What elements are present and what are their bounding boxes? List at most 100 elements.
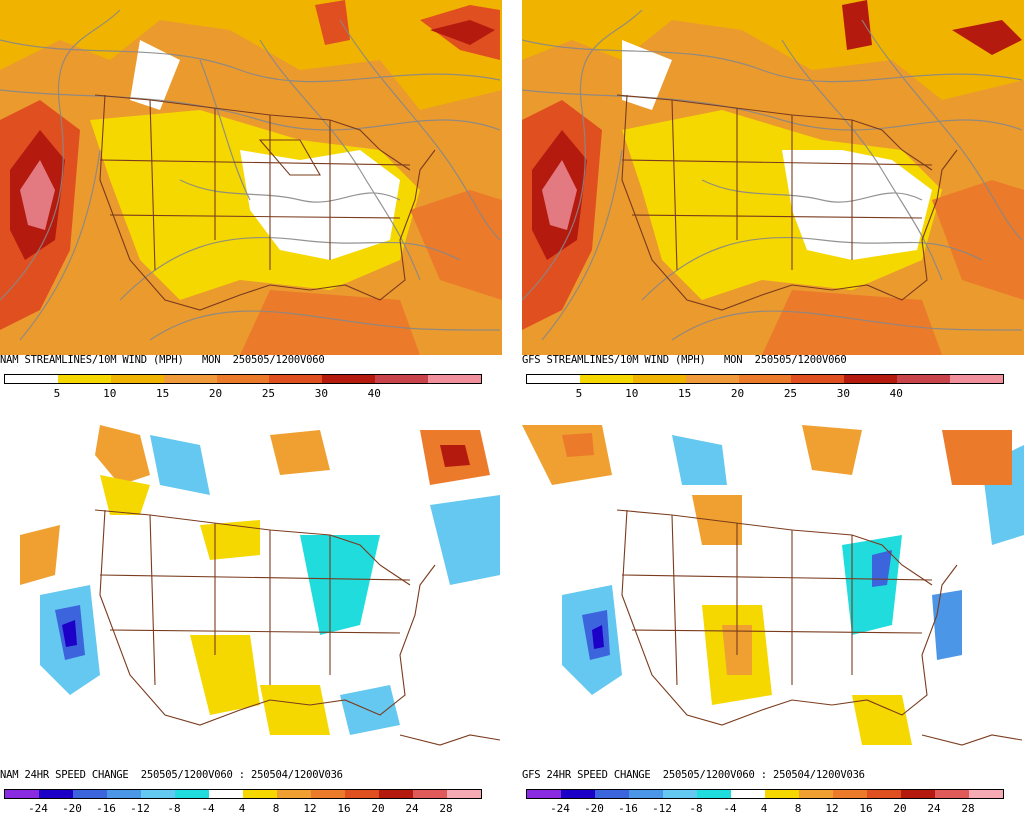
- colorbar-tick-label: 16: [337, 802, 351, 815]
- colorbar-cell: [844, 375, 898, 383]
- colorbar-cell: [110, 375, 164, 383]
- colorbar-cell: [969, 790, 1003, 798]
- colorbar-tick-label: 15: [156, 387, 170, 400]
- colorbar-cell: [107, 790, 141, 798]
- colorbar-cell: [243, 790, 277, 798]
- colorbar-tick-label: -4: [723, 802, 737, 815]
- colorbar-cell: [163, 375, 217, 383]
- colorbar-cell: [5, 790, 39, 798]
- colorbar-tick-label: 24: [405, 802, 419, 815]
- nam-wind-title: NAM STREAMLINES/10M WIND (MPH) MON 25050…: [0, 354, 325, 366]
- nam-wind-panel: NAM STREAMLINES/10M WIND (MPH) MON 25050…: [0, 0, 502, 404]
- colorbar-tick-label: 20: [371, 802, 385, 815]
- colorbar-tick-label: 40: [889, 387, 903, 400]
- colorbar-tick-label: 24: [927, 802, 941, 815]
- colorbar-cell: [57, 375, 111, 383]
- colorbar-tick-label: 20: [208, 387, 223, 400]
- colorbar-tick-label: 8: [272, 802, 280, 815]
- colorbar-cell: [141, 790, 175, 798]
- colorbar-tick-label: 25: [261, 387, 276, 400]
- colorbar-tick-label: 20: [893, 802, 907, 815]
- colorbar-tick-label: 15: [678, 387, 692, 400]
- colorbar-cell: [935, 790, 969, 798]
- colorbar-tick-label: 10: [625, 387, 639, 400]
- colorbar-cell: [447, 790, 481, 798]
- colorbar-tick-label: 28: [439, 802, 453, 815]
- colorbar-cell: [901, 790, 935, 798]
- colorbar-tick-label: 12: [303, 802, 317, 815]
- colorbar-cell: [345, 790, 379, 798]
- colorbar-cell: [833, 790, 867, 798]
- gfs-wind-title: GFS STREAMLINES/10M WIND (MPH) MON 25050…: [522, 354, 847, 366]
- colorbar-tick-label: 5: [575, 387, 583, 400]
- colorbar-cell: [413, 790, 447, 798]
- colorbar-tick-label: 40: [367, 387, 381, 400]
- gfs-change-map: [522, 415, 1024, 770]
- colorbar-cell: [799, 790, 833, 798]
- nam-change-panel: NAM 24HR SPEED CHANGE 250505/1200V060 : …: [0, 415, 502, 819]
- colorbar-cell: [579, 375, 633, 383]
- colorbar-cell: [527, 375, 580, 383]
- colorbar-cell: [311, 790, 345, 798]
- gfs-wind-colorbar-labels: 5 10 15 20 25 30 40: [526, 387, 1002, 400]
- colorbar-tick-label: 4: [760, 802, 768, 815]
- gfs-change-title: GFS 24HR SPEED CHANGE 250505/1200V060 : …: [522, 769, 865, 781]
- nam-wind-map: [0, 0, 502, 355]
- colorbar-cell: [527, 790, 561, 798]
- colorbar-tick-label: 5: [53, 387, 61, 400]
- colorbar-cell: [209, 790, 243, 798]
- nam-change-colorbar: [4, 789, 482, 799]
- colorbar-cell: [322, 375, 376, 383]
- colorbar-tick-label: 25: [783, 387, 798, 400]
- gfs-change-colorbar: [526, 789, 1004, 799]
- colorbar-tick-label: -12: [130, 802, 150, 815]
- gfs-change-colorbar-labels: -24 -20 -16 -12 -8 -4 4 8 12 16 20 24 28: [526, 802, 1002, 815]
- colorbar-cell: [950, 375, 1004, 383]
- nam-change-title: NAM 24HR SPEED CHANGE 250505/1200V060 : …: [0, 769, 343, 781]
- colorbar-cell: [39, 790, 73, 798]
- colorbar-cell: [897, 375, 951, 383]
- nam-wind-colorbar-labels: 5 10 15 20 25 30 40: [4, 387, 480, 400]
- gfs-wind-panel: GFS STREAMLINES/10M WIND (MPH) MON 25050…: [522, 0, 1024, 404]
- colorbar-tick-label: -12: [652, 802, 672, 815]
- colorbar-cell: [175, 790, 209, 798]
- colorbar-tick-label: -24: [550, 802, 570, 815]
- colorbar-tick-label: 12: [825, 802, 839, 815]
- colorbar-cell: [269, 375, 323, 383]
- gfs-wind-colorbar: [526, 374, 1004, 384]
- colorbar-tick-label: 20: [730, 387, 745, 400]
- colorbar-cell: [277, 790, 311, 798]
- colorbar-tick-label: -8: [689, 802, 703, 815]
- colorbar-cell: [867, 790, 901, 798]
- colorbar-tick-label: 30: [836, 387, 850, 400]
- colorbar-tick-label: -20: [584, 802, 604, 815]
- colorbar-tick-label: 10: [103, 387, 117, 400]
- colorbar-tick-label: -8: [167, 802, 181, 815]
- colorbar-cell: [428, 375, 482, 383]
- colorbar-cell: [697, 790, 731, 798]
- colorbar-cell: [663, 790, 697, 798]
- colorbar-cell: [629, 790, 663, 798]
- colorbar-cell: [5, 375, 58, 383]
- colorbar-cell: [632, 375, 686, 383]
- colorbar-tick-label: 30: [314, 387, 328, 400]
- colorbar-cell: [73, 790, 107, 798]
- nam-change-map: [0, 415, 502, 770]
- colorbar-tick-label: -16: [618, 802, 638, 815]
- colorbar-tick-label: 28: [961, 802, 975, 815]
- colorbar-cell: [375, 375, 429, 383]
- colorbar-tick-label: 8: [794, 802, 802, 815]
- gfs-change-panel: GFS 24HR SPEED CHANGE 250505/1200V060 : …: [522, 415, 1024, 819]
- colorbar-cell: [595, 790, 629, 798]
- colorbar-cell: [685, 375, 739, 383]
- colorbar-cell: [791, 375, 845, 383]
- colorbar-cell: [561, 790, 595, 798]
- colorbar-tick-label: -24: [28, 802, 48, 815]
- gfs-wind-map: [522, 0, 1024, 355]
- colorbar-cell: [216, 375, 270, 383]
- nam-wind-colorbar: [4, 374, 482, 384]
- colorbar-tick-label: 4: [238, 802, 246, 815]
- colorbar-tick-label: -16: [96, 802, 116, 815]
- colorbar-cell: [379, 790, 413, 798]
- colorbar-tick-label: -4: [201, 802, 215, 815]
